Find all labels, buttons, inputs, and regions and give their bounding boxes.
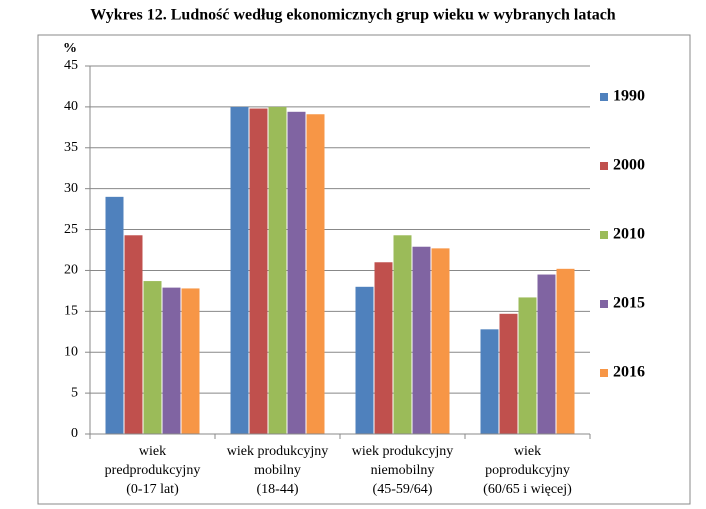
bar [499,313,518,434]
x-tick-label: wiek poprodukcyjny (60/65 i więcej) [483,444,572,497]
bar [162,287,181,434]
legend-swatch [600,300,608,308]
legend-label: 2010 [613,226,645,243]
legend-swatch [600,93,608,101]
bar [518,297,537,434]
bar [374,262,393,434]
x-tick-label: wiek produkcyjny mobilny (18-44) [227,444,328,497]
y-tick-label: 5 [71,385,78,400]
legend-swatch [600,369,608,377]
bar [412,246,431,434]
chart-frame [37,34,691,505]
bar [124,235,143,434]
x-tick-label: wiek predprodukcyjny (0-17 lat) [105,444,201,497]
bar [306,114,325,434]
y-tick-label: 45 [64,58,78,73]
y-axis-label: % [63,41,77,56]
y-tick-label: 40 [64,99,78,114]
bar [480,329,499,434]
bar [287,111,306,434]
bar [143,281,162,434]
x-tick-label: wiek produkcyjny niemobilny (45-59/64) [352,444,453,497]
legend-swatch [600,162,608,170]
y-tick-label: 15 [64,304,78,319]
legend-label: 2016 [613,364,645,381]
y-tick-label: 25 [64,222,78,237]
bar [355,286,374,434]
legend-swatch [600,231,608,239]
y-tick-label: 20 [64,263,78,278]
bar [249,108,268,434]
y-tick-label: 0 [71,426,78,441]
bar [537,274,556,434]
bar [431,248,450,434]
chart-title: Wykres 12. Ludność według ekonomicznych … [90,7,615,24]
bar [181,288,200,434]
y-tick-label: 10 [64,344,78,359]
legend-label: 2000 [613,157,645,174]
bar [556,268,575,434]
bar [268,106,287,434]
y-tick-label: 30 [64,181,78,196]
y-tick-label: 35 [64,140,78,155]
legend-label: 2015 [613,295,645,312]
bar [230,106,249,434]
bar [393,235,412,434]
legend-label: 1990 [613,88,645,105]
bar [105,196,124,434]
